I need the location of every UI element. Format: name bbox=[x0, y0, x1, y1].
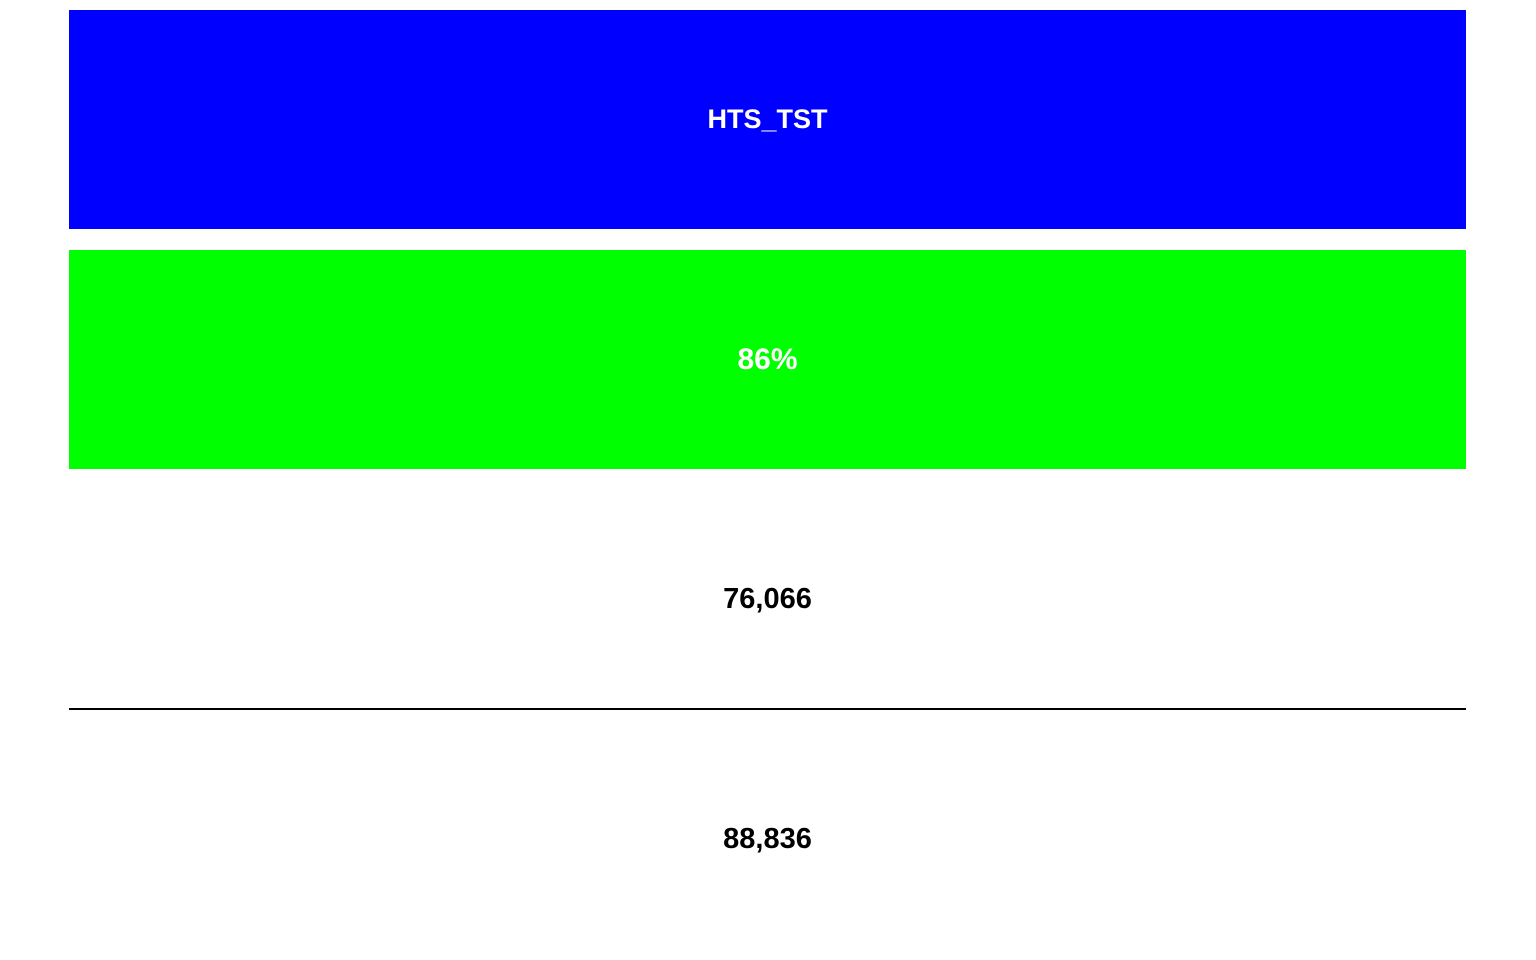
numerator-value: 76,066 bbox=[723, 583, 812, 615]
numerator-cell: 76,066 bbox=[69, 490, 1466, 709]
denominator-value: 88,836 bbox=[723, 823, 812, 855]
achievement-percent-band: 86% bbox=[69, 250, 1466, 469]
fraction-divider bbox=[69, 708, 1466, 710]
achievement-percent-label: 86% bbox=[737, 342, 798, 376]
indicator-header: HTS_TST bbox=[69, 10, 1466, 229]
denominator-cell: 88,836 bbox=[69, 730, 1466, 949]
indicator-label: HTS_TST bbox=[707, 104, 828, 134]
